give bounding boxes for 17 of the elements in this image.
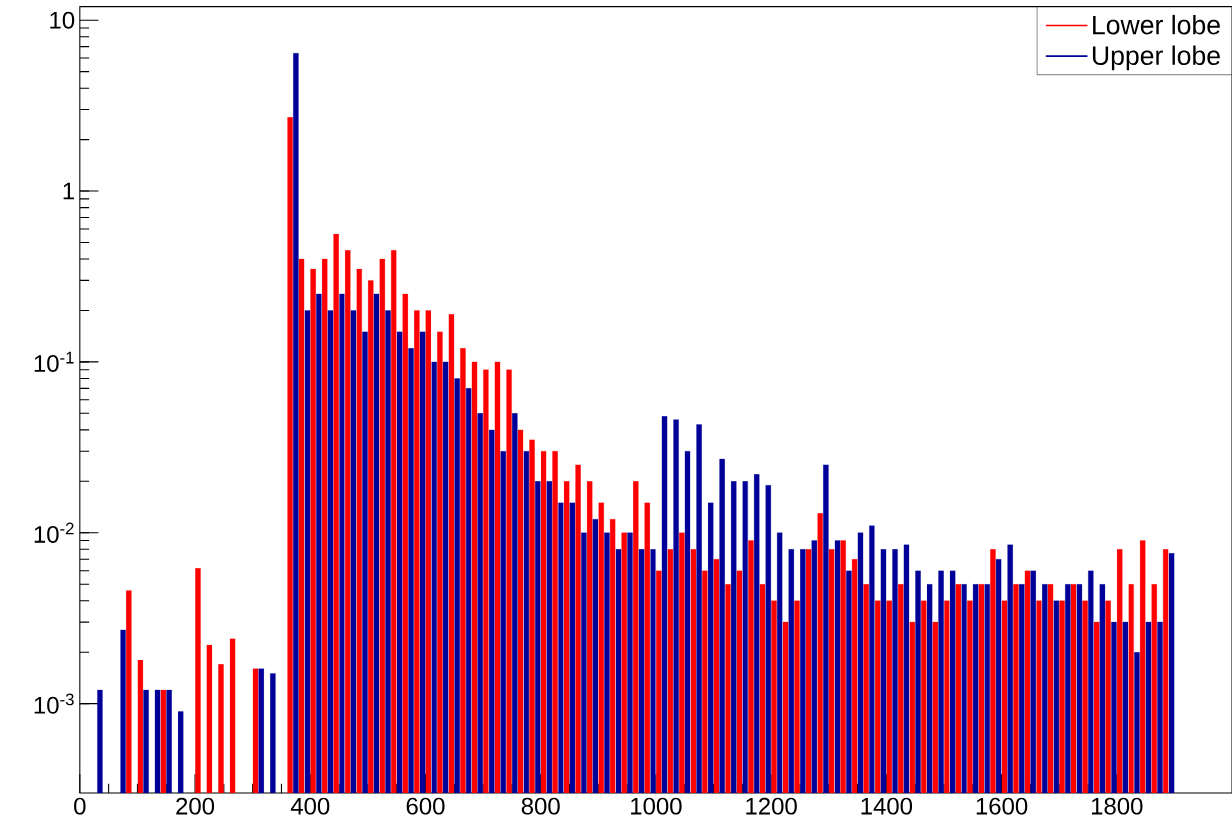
legend-label: Upper lobe bbox=[1092, 45, 1220, 71]
x-tick-label: 400 bbox=[290, 797, 330, 815]
x-tick-label: 600 bbox=[406, 797, 445, 815]
x-tick-label: 1600 bbox=[976, 797, 1028, 815]
legend-label: Lower lobe bbox=[1093, 14, 1220, 35]
y-tick-label: 10$^{-2}$ bbox=[34, 522, 74, 543]
y-tick-label: 10$^{-1}$ bbox=[34, 351, 74, 372]
x-tick-label: 1200 bbox=[746, 797, 797, 815]
x-tick-label: 200 bbox=[176, 797, 215, 815]
x-tick-label: 1000 bbox=[631, 797, 682, 815]
x-tick-label: 1800 bbox=[1091, 797, 1143, 815]
x-tick-label: 1400 bbox=[861, 797, 913, 815]
x-tick-label: 0 bbox=[74, 797, 86, 815]
y-tick-label: 10 bbox=[50, 11, 75, 29]
y-tick-label: 1 bbox=[63, 182, 74, 200]
y-tick-label: 10$^{-3}$ bbox=[34, 693, 74, 714]
x-tick-label: 800 bbox=[521, 797, 560, 815]
